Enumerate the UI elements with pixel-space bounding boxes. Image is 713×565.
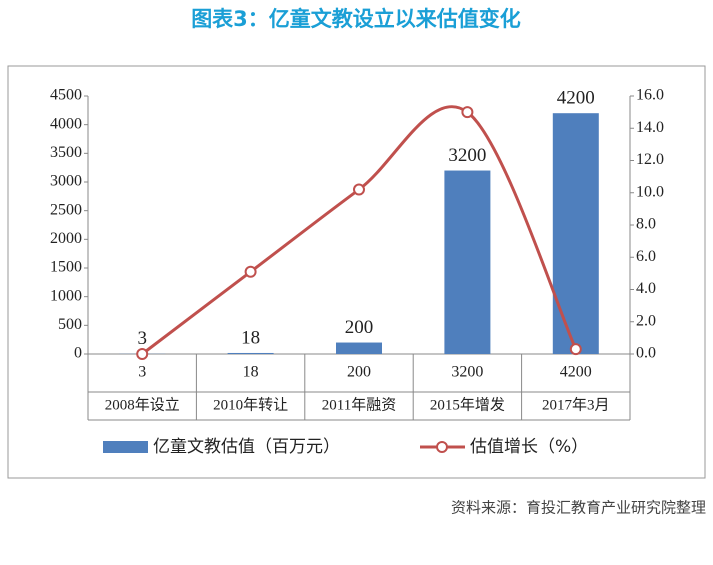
bar: [336, 342, 382, 354]
legend-label: 亿童文教估值（百万元）: [153, 437, 340, 457]
line-marker: [569, 343, 582, 356]
x-tick-label: 2010年转让: [213, 396, 288, 413]
data-label: 3: [137, 328, 147, 349]
table-value: 4200: [560, 364, 592, 381]
y-tick-label: 2500: [50, 201, 82, 218]
y-tick-label: 4000: [50, 115, 82, 132]
y2-tick-label: 4.0: [636, 280, 656, 297]
y-tick-label: 0: [74, 345, 82, 362]
x-tick-label: 2008年设立: [105, 396, 180, 413]
data-label: 3200: [448, 145, 486, 166]
x-tick-label: 2011年融资: [322, 396, 396, 413]
chart-title: 图表3：亿童文教设立以来估值变化: [191, 7, 521, 31]
line-marker: [461, 106, 474, 119]
y-tick-label: 500: [58, 316, 82, 333]
data-label: 18: [241, 327, 260, 348]
y-tick-label: 3500: [50, 144, 82, 161]
table-value: 3200: [451, 364, 483, 381]
chart-frame: [7, 65, 706, 479]
line: [141, 105, 578, 356]
y2-tick-label: 10.0: [636, 183, 664, 200]
data-label: 4200: [557, 88, 595, 109]
y2-tick-label: 6.0: [636, 248, 656, 265]
y-tick-label: 1500: [50, 259, 82, 276]
bar: [552, 113, 599, 354]
y2-tick-label: 8.0: [636, 216, 656, 233]
legend-swatch: [103, 441, 148, 453]
y2-tick-label: 16.0: [636, 87, 664, 104]
legend-swatch: [436, 441, 448, 453]
y-tick-label: 2000: [50, 230, 82, 247]
legend-label: 估值增长（%）: [470, 437, 588, 457]
data-label: 200: [345, 317, 374, 338]
y2-tick-label: 12.0: [636, 151, 664, 168]
y-tick-label: 4500: [50, 87, 82, 104]
y-tick-label: 3000: [50, 173, 82, 190]
y-tick-label: 1000: [50, 287, 82, 304]
bar: [227, 352, 274, 354]
line-marker: [136, 348, 149, 360]
y2-tick-label: 0.0: [636, 345, 656, 362]
line-marker: [353, 183, 365, 196]
bar: [444, 170, 491, 354]
x-tick-label: 2017年3月: [542, 396, 610, 413]
y2-tick-label: 2.0: [636, 312, 656, 329]
table-value: 3: [138, 364, 146, 381]
table-value: 200: [347, 364, 371, 381]
y2-tick-label: 14.0: [636, 119, 664, 136]
line-marker: [244, 265, 257, 278]
source-note: 资料来源：育投汇教育产业研究院整理: [451, 499, 706, 517]
table-value: 18: [243, 364, 259, 381]
x-tick-label: 2015年增发: [430, 396, 505, 413]
